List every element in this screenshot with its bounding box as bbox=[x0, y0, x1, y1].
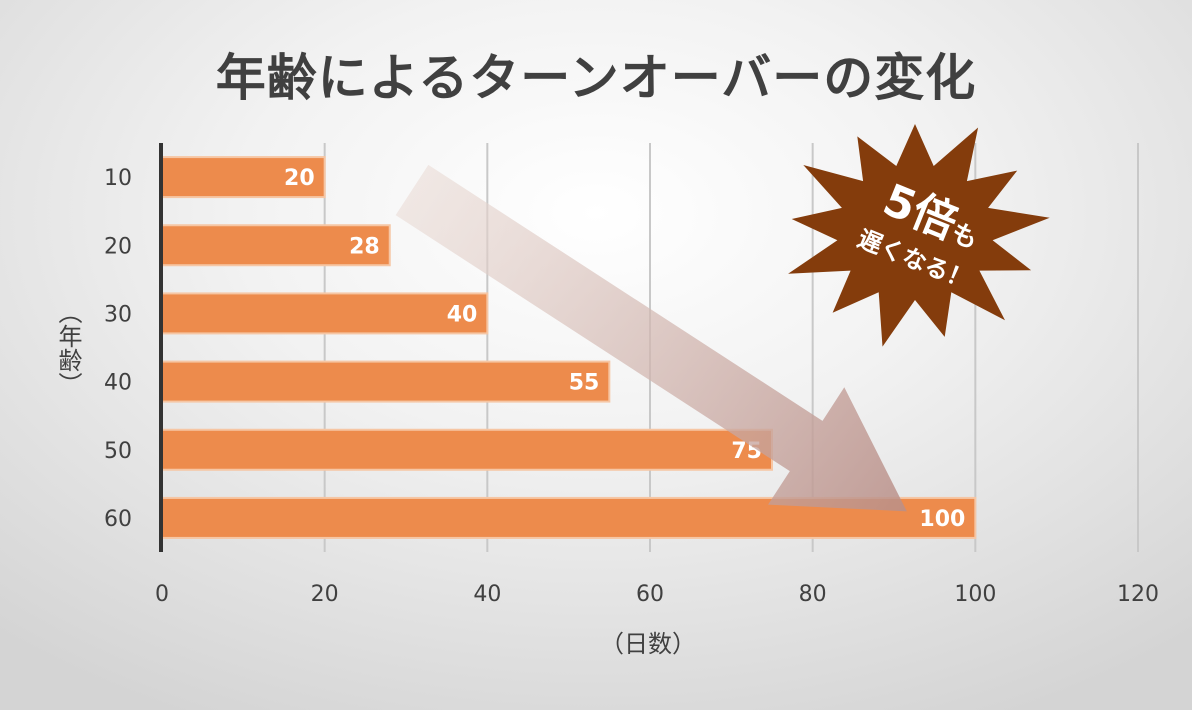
data-label: 40 bbox=[447, 302, 478, 327]
bar bbox=[161, 360, 611, 403]
x-axis-label: （日数） bbox=[600, 630, 696, 658]
bar bbox=[161, 292, 489, 335]
y-axis-label: （年齢） bbox=[54, 300, 82, 396]
y-tick-label: 10 bbox=[104, 166, 132, 191]
data-label: 28 bbox=[349, 234, 380, 259]
bar bbox=[161, 428, 773, 471]
x-tick-label: 20 bbox=[311, 582, 339, 607]
x-tick-label: 0 bbox=[155, 582, 169, 607]
arrow-shape bbox=[395, 164, 907, 512]
y-tick-label: 20 bbox=[104, 234, 132, 259]
y-tick-label: 60 bbox=[104, 507, 132, 532]
y-tick-label: 50 bbox=[104, 439, 132, 464]
data-label: 20 bbox=[284, 166, 315, 191]
starburst-callout bbox=[788, 124, 1050, 347]
data-label: 100 bbox=[919, 507, 965, 532]
x-tick-label: 100 bbox=[954, 582, 996, 607]
bar bbox=[161, 156, 326, 199]
data-label: 55 bbox=[569, 371, 600, 396]
y-tick-label: 40 bbox=[104, 371, 132, 396]
x-tick-label: 40 bbox=[473, 582, 501, 607]
y-tick-label: 30 bbox=[104, 302, 132, 327]
trend-arrow bbox=[395, 164, 907, 512]
x-tick-label: 80 bbox=[799, 582, 827, 607]
x-tick-label: 60 bbox=[636, 582, 664, 607]
x-tick-label: 120 bbox=[1117, 582, 1159, 607]
chart-title: 年齢によるターンオーバーの変化 bbox=[215, 49, 977, 107]
